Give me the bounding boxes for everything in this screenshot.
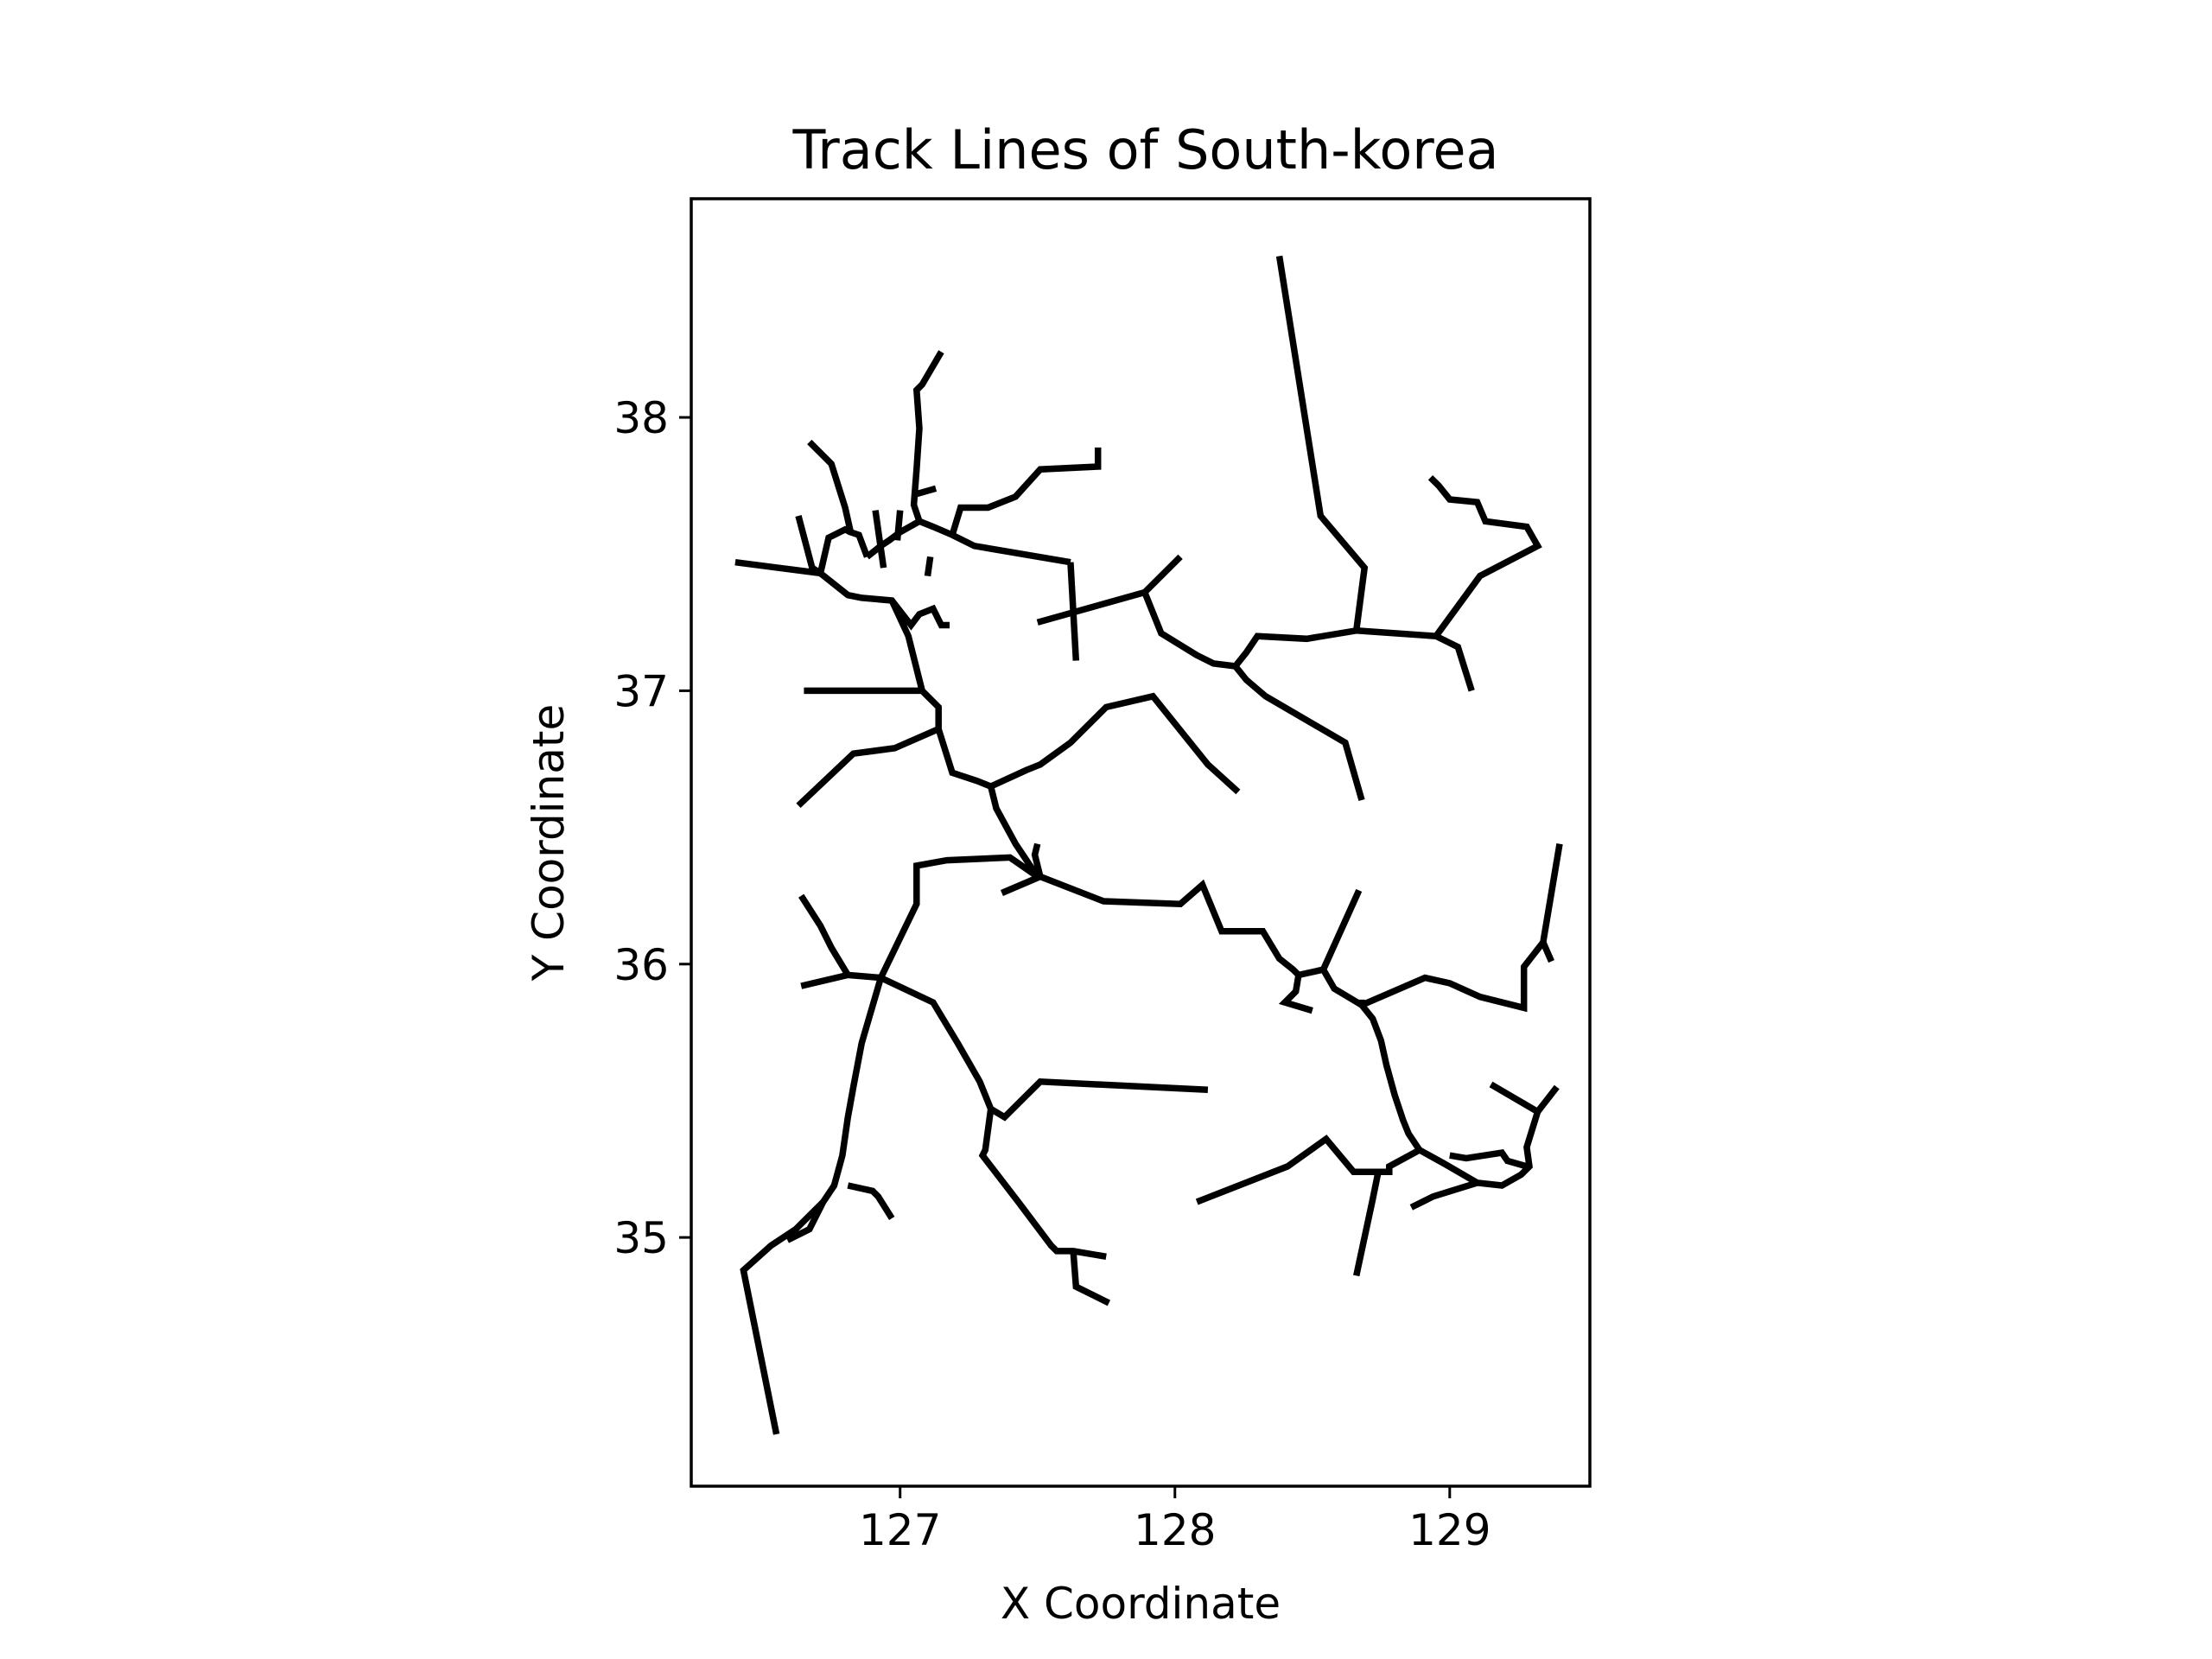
track-line-40	[978, 1108, 1107, 1260]
track-line-25	[1000, 874, 1042, 896]
track-line-18	[818, 570, 950, 631]
track-line-27	[1320, 888, 1363, 971]
track-line-15	[807, 439, 871, 558]
track-line-1	[1275, 255, 1369, 632]
track-line-30	[1360, 842, 1563, 1013]
track-line-38	[1353, 1171, 1382, 1277]
track-line-2	[1356, 475, 1542, 640]
track-line-16	[795, 515, 853, 579]
track-line-9	[949, 447, 1102, 537]
track-line-3	[1434, 632, 1475, 692]
x-tick-label: 129	[1408, 1505, 1491, 1555]
track-line-19	[888, 599, 1040, 879]
y-tick-label: 38	[613, 393, 669, 443]
track-line-39	[879, 975, 1209, 1122]
y-tick-label: 37	[613, 666, 669, 716]
track-line-44	[798, 893, 851, 977]
track-line-26	[1039, 874, 1365, 1011]
track-line-29	[1359, 1002, 1422, 1152]
track-line-28	[1278, 974, 1313, 1014]
track-line-17	[734, 558, 821, 577]
chart-title: Track Lines of South-korea	[791, 118, 1498, 181]
track-line-14	[924, 556, 934, 577]
track-line-7	[1067, 562, 1080, 661]
x-axis-label: X Coordinate	[1001, 1579, 1281, 1629]
x-axis: 127 128 129	[859, 1486, 1491, 1555]
x-tick-label: 127	[859, 1505, 941, 1555]
track-line-13	[915, 485, 938, 498]
track-line-37	[1409, 1179, 1478, 1211]
track-line-6	[1142, 554, 1183, 595]
track-line-42	[785, 976, 884, 1243]
y-axis-label: Y Coordinate	[524, 704, 574, 982]
track-line-45	[847, 1182, 895, 1220]
track-line-21	[796, 726, 940, 809]
track-line-41	[1070, 1250, 1111, 1306]
track-lines	[734, 255, 1563, 1435]
track-line-11	[893, 510, 904, 541]
track-line-35	[1489, 1081, 1540, 1115]
track-line-4	[1036, 588, 1357, 670]
y-axis: 35 36 37 38	[613, 393, 691, 1263]
track-line-31	[1540, 941, 1554, 963]
x-tick-label: 128	[1134, 1505, 1216, 1555]
y-tick-label: 35	[613, 1213, 669, 1263]
y-tick-label: 36	[613, 940, 669, 990]
track-line-34	[1535, 1084, 1560, 1114]
track-line-36	[1449, 1149, 1528, 1170]
plot-frame	[690, 197, 1592, 1488]
track-line-24	[878, 854, 1039, 980]
track-line-22	[989, 692, 1241, 795]
track-line-32	[1195, 1135, 1421, 1205]
track-line-46	[740, 1199, 826, 1435]
track-line-5	[1232, 664, 1365, 802]
track-line-23	[1031, 842, 1044, 878]
track-line-12	[872, 510, 887, 569]
track-line-10	[910, 350, 944, 523]
track-line-33	[1417, 1110, 1541, 1189]
